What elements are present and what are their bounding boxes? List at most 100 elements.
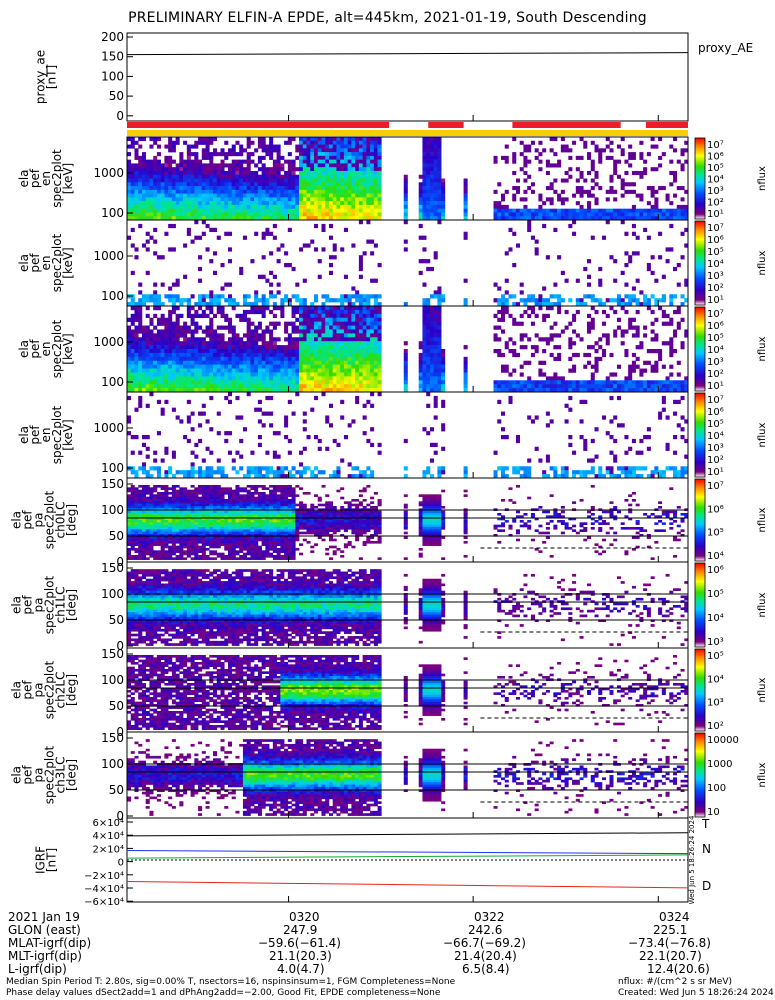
- heat-cell: [358, 170, 363, 176]
- heat-cell: [321, 333, 326, 338]
- heat-cell: [138, 368, 143, 373]
- heat-cell: [463, 189, 468, 194]
- heat-cell: [160, 204, 165, 209]
- heat-cell: [336, 309, 341, 315]
- heat-cell: [164, 352, 169, 358]
- heat-cell: [235, 384, 240, 389]
- heat-cell: [194, 380, 199, 385]
- heat-cell: [433, 216, 438, 221]
- heat-cell: [153, 282, 158, 287]
- heat-cell: [239, 317, 244, 322]
- heat-cell: [366, 356, 371, 362]
- heat-cell: [332, 438, 337, 444]
- heat-cell: [168, 345, 173, 350]
- heat-cell: [171, 384, 176, 389]
- heat-cell: [306, 349, 311, 354]
- heat-cell: [370, 155, 375, 160]
- heat-cell: [497, 208, 502, 213]
- heat-cell: [145, 384, 150, 389]
- heat-cell: [515, 384, 520, 389]
- heat-cell: [568, 212, 573, 217]
- heat-cell: [321, 360, 326, 365]
- heat-cell: [366, 193, 371, 198]
- heat-cell: [280, 197, 285, 202]
- heat-cell: [130, 186, 135, 191]
- heat-cell: [216, 189, 221, 194]
- heat-cell: [291, 197, 296, 202]
- heat-cell: [665, 247, 670, 252]
- heat-cell: [127, 372, 132, 377]
- heat-cell: [650, 212, 655, 217]
- heat-cell: [276, 368, 281, 373]
- heat-cell: [609, 419, 614, 424]
- heat-cell: [314, 376, 319, 381]
- heat-cell: [643, 170, 648, 176]
- heat-cell: [643, 388, 648, 393]
- heat-cell: [130, 197, 135, 202]
- heat-cell: [351, 148, 356, 153]
- heat-cell: [343, 208, 348, 213]
- heat-cell: [205, 208, 210, 213]
- heat-cell: [321, 167, 326, 172]
- heat-cell: [429, 163, 434, 168]
- heat-cell: [545, 208, 550, 213]
- heat-cell: [310, 341, 315, 346]
- heat-cell: [355, 193, 360, 198]
- heat-cell: [508, 372, 513, 377]
- heat-cell: [377, 345, 382, 350]
- heat-cell: [179, 167, 184, 172]
- heat-cell: [557, 208, 562, 213]
- heat-cell: [328, 178, 333, 183]
- heat-cell: [295, 204, 300, 209]
- heat-cell: [145, 557, 150, 560]
- heat-cell: [643, 466, 648, 471]
- heat-cell: [358, 321, 363, 326]
- heat-cell: [433, 349, 438, 354]
- heat-cell: [650, 204, 655, 209]
- heat-cell: [639, 384, 644, 389]
- heat-cell: [328, 474, 333, 479]
- heat-cell: [437, 286, 442, 291]
- heat-cell: [205, 178, 210, 183]
- heat-cell: [299, 380, 304, 385]
- heat-cell: [620, 298, 625, 303]
- heat-cell: [130, 306, 135, 311]
- heat-cell: [134, 329, 139, 334]
- heat-cell: [224, 325, 229, 330]
- heat-cell: [145, 524, 150, 528]
- heat-cell: [575, 212, 580, 217]
- heat-cell: [302, 174, 307, 179]
- heat-cell: [328, 140, 333, 145]
- heat-cell: [340, 140, 345, 145]
- heat-cell: [127, 163, 132, 168]
- heat-cell: [220, 197, 225, 202]
- heat-cell: [366, 186, 371, 191]
- heat-cell: [665, 388, 670, 393]
- heat-cell: [265, 201, 270, 206]
- heat-cell: [224, 376, 229, 381]
- heat-cell: [504, 144, 509, 149]
- heat-cell: [616, 298, 621, 303]
- heat-cell: [141, 372, 146, 377]
- heat-cell: [138, 163, 143, 168]
- heat-cell: [160, 360, 165, 365]
- heat-cell: [575, 333, 580, 338]
- heat-cell: [127, 341, 132, 346]
- heat-cell: [512, 193, 517, 198]
- heat-cell: [332, 306, 337, 311]
- heat-cell: [658, 137, 663, 142]
- heat-cell: [130, 557, 135, 560]
- heat-cell: [433, 360, 438, 365]
- heat-cell: [291, 337, 296, 342]
- heat-cell: [310, 321, 315, 326]
- heat-cell: [605, 137, 610, 142]
- heat-cell: [340, 174, 345, 179]
- heat-cell: [527, 174, 532, 179]
- heat-cell: [224, 186, 229, 191]
- heat-cell: [317, 201, 322, 206]
- heat-cell: [347, 155, 352, 160]
- heat-cell: [171, 282, 176, 287]
- heat-cell: [183, 167, 188, 172]
- heat-cell: [213, 372, 218, 377]
